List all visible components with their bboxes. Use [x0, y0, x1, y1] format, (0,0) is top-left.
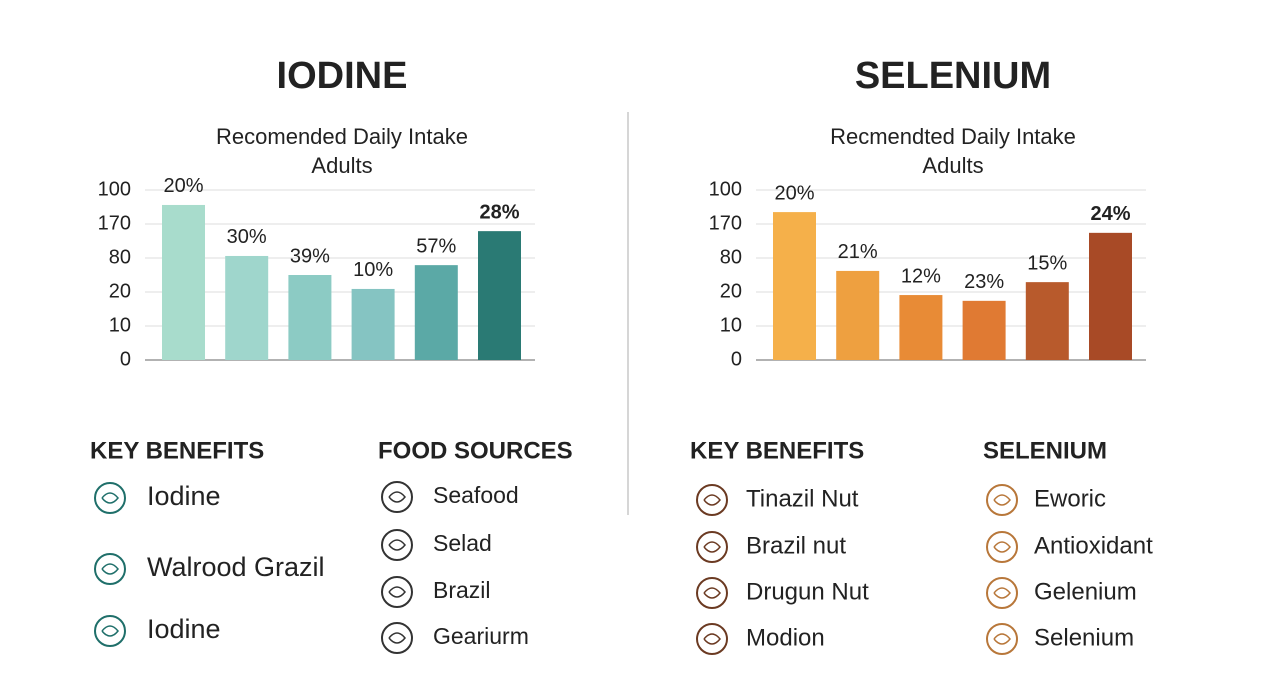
benefit-item: Drugun Nut	[746, 578, 869, 605]
value-label: 30%	[227, 226, 267, 248]
y-tick-label: 100	[98, 178, 131, 200]
y-tick-label: 20	[720, 280, 742, 302]
icon	[986, 623, 1018, 655]
icon	[381, 576, 413, 608]
value-label: 12%	[901, 265, 941, 287]
y-tick-label: 80	[720, 246, 742, 268]
source-item: Eworic	[1034, 485, 1106, 512]
icon	[94, 615, 126, 647]
bar	[962, 300, 1006, 360]
icon	[94, 482, 126, 514]
y-tick-label: 80	[109, 246, 131, 268]
icon	[703, 541, 721, 553]
icon	[101, 492, 119, 504]
section-heading: KEY BENEFITS	[690, 437, 864, 464]
icon	[101, 563, 119, 575]
y-tick-label: 20	[109, 280, 131, 302]
bar	[836, 270, 880, 360]
chart-subtitle: Adults	[311, 153, 372, 178]
bar	[899, 295, 943, 360]
bar	[288, 275, 332, 360]
section-heading: KEY BENEFITS	[90, 437, 264, 464]
icon	[703, 633, 721, 645]
icon	[381, 481, 413, 513]
bar	[162, 204, 205, 360]
benefit-item: Walrood Grazil	[147, 552, 325, 582]
icon	[986, 484, 1018, 516]
benefit-item: Modion	[746, 624, 825, 651]
bar	[414, 265, 458, 360]
icon	[381, 529, 413, 561]
source-item: Antioxidant	[1034, 532, 1153, 559]
icon	[388, 491, 406, 503]
section-heading: FOOD SOURCES	[378, 437, 573, 464]
icon	[696, 577, 728, 609]
source-item: Brazil	[433, 577, 491, 603]
icon	[94, 553, 126, 585]
bar	[478, 231, 521, 360]
value-label: 23%	[964, 271, 1004, 293]
icon	[388, 586, 406, 598]
benefit-item: Tinazil Nut	[746, 485, 859, 512]
source-item: Selenium	[1034, 624, 1134, 651]
value-label: 28%	[479, 201, 519, 223]
y-tick-label: 100	[709, 178, 742, 200]
chart-title: SELENIUM	[855, 55, 1051, 97]
benefit-item: Iodine	[147, 481, 221, 511]
section-heading: SELENIUM	[983, 437, 1107, 464]
icon	[993, 587, 1011, 599]
icon	[388, 539, 406, 551]
y-tick-label: 170	[98, 212, 131, 234]
icon	[696, 623, 728, 655]
value-label: 20%	[163, 175, 203, 197]
source-item: Geariurm	[433, 623, 529, 649]
value-label: 39%	[290, 245, 330, 267]
icon	[703, 494, 721, 506]
value-label: 24%	[1090, 203, 1130, 225]
value-label: 20%	[774, 182, 814, 204]
value-label: 15%	[1027, 252, 1067, 274]
icon	[986, 577, 1018, 609]
y-tick-label: 170	[709, 212, 742, 234]
icon	[381, 622, 413, 654]
y-tick-label: 10	[109, 314, 131, 336]
icon	[388, 632, 406, 644]
source-item: Seafood	[433, 482, 519, 508]
icon	[986, 531, 1018, 563]
benefit-item: Iodine	[147, 614, 221, 644]
value-label: 21%	[838, 241, 878, 263]
y-tick-label: 0	[731, 348, 742, 370]
chart-subtitle: Adults	[922, 153, 983, 178]
chart-title: IODINE	[277, 55, 408, 97]
y-tick-label: 0	[120, 348, 131, 370]
icon	[696, 531, 728, 563]
icon	[703, 587, 721, 599]
bar	[1025, 282, 1069, 360]
icon	[993, 633, 1011, 645]
source-item: Selad	[433, 530, 492, 556]
chart-subtitle: Recmendted Daily Intake	[830, 124, 1076, 149]
icon	[101, 625, 119, 637]
chart-subtitle: Recomended Daily Intake	[216, 124, 468, 149]
y-tick-label: 10	[720, 314, 742, 336]
bar	[1089, 232, 1132, 360]
value-label: 10%	[353, 259, 393, 281]
bar	[351, 288, 395, 360]
benefit-item: Brazil nut	[746, 532, 846, 559]
icon	[696, 484, 728, 516]
icon	[993, 494, 1011, 506]
source-item: Gelenium	[1034, 578, 1137, 605]
icon	[993, 541, 1011, 553]
value-label: 57%	[416, 235, 456, 257]
bar	[773, 212, 816, 360]
bar	[225, 255, 269, 360]
